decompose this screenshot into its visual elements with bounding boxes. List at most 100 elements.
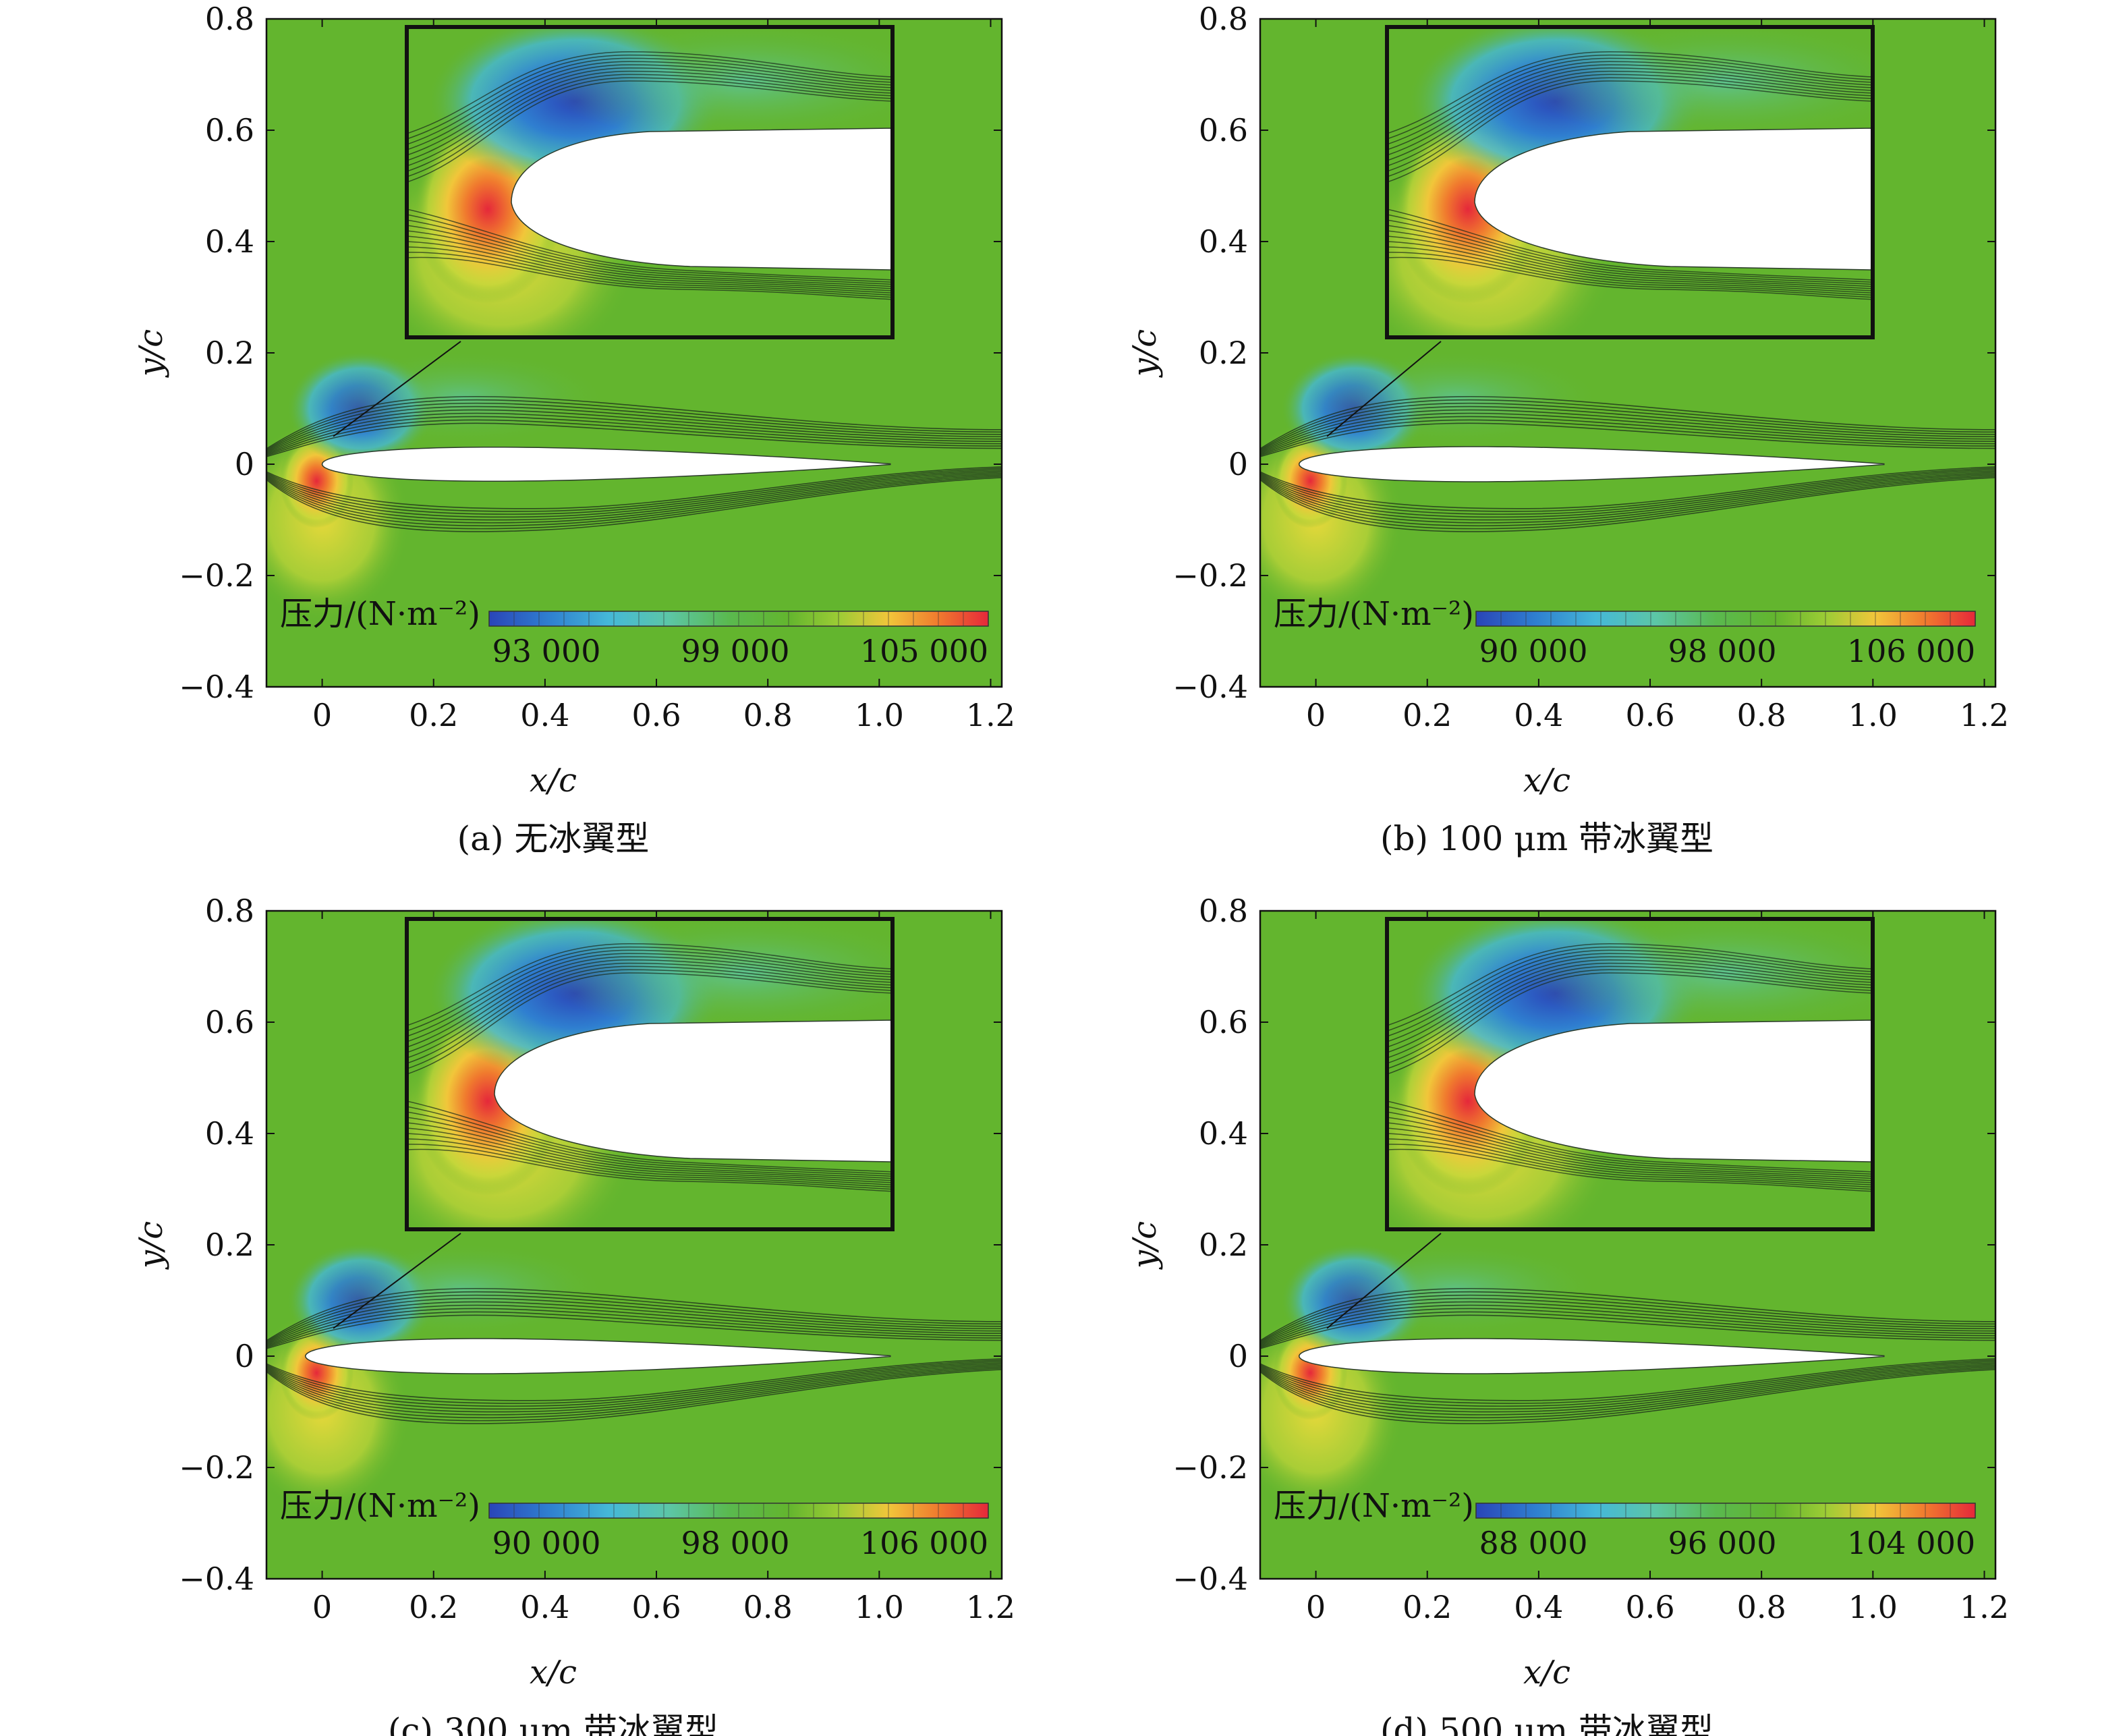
inset-streamline-upper [407,74,893,172]
y-tick-label: 0.6 [205,1004,254,1040]
inset-pointer-line [1326,341,1442,437]
streamline-upper [1260,1314,1995,1349]
inset-streamline-upper [407,64,893,156]
airfoil-shape [321,446,891,482]
inset-streamline-upper [1387,67,1873,161]
streamline-lower [1260,476,1995,530]
streamline-lower [1260,1369,1995,1424]
streamline-upper [266,1297,1002,1345]
colorbar-tick-label: 105 000 [860,633,988,669]
inset-streamline-upper [1387,969,1873,1069]
inset-streamline-lower [407,214,893,283]
inset-pointer-line [1326,1233,1442,1329]
x-tick-label: 0 [312,697,332,733]
x-tick-label: 1.2 [1960,1589,2009,1625]
panel-caption: (a) 无冰翼型 [457,819,650,858]
colorbar-label: 压力/(N·m⁻²) [280,595,480,633]
inset-streamlines [1387,51,1873,300]
inset-streamline-lower [407,1111,893,1177]
inset-streamline-upper [407,61,893,150]
colorbar-tick-label: 98 000 [681,1525,790,1561]
inset-streamline-upper [407,57,893,145]
streamline-upper [266,1304,1002,1347]
streamline-lower [1260,1364,1995,1413]
streamline-upper [1260,1304,1995,1347]
streamline-upper [1260,409,1995,453]
upper-surface-cyan [1307,1242,1604,1337]
inset-streamline-lower [1387,1127,1873,1183]
inset-frame [405,917,895,1231]
streamline-lower [266,1361,1002,1407]
airfoil-shape [304,1338,891,1374]
y-tick-label: −0.4 [1172,669,1248,705]
inset-streamline-upper [1387,54,1873,140]
streamline-lower [266,468,1002,512]
inset-streamline-upper [1387,943,1873,1026]
x-tick-label: 0.8 [743,697,793,733]
y-tick-label: 0 [1228,1338,1248,1374]
streamline-upper [266,412,1002,455]
inset-streamline-upper [407,70,893,167]
y-tick-label: −0.4 [1172,1561,1248,1597]
streamline-upper [266,1301,1002,1345]
inset-streamline-upper [407,959,893,1053]
streamline-lower [1260,474,1995,527]
streamline-upper [1260,1308,1995,1347]
x-tick-label: 1.0 [855,1589,904,1625]
y-tick-label: 0.8 [1199,1,1248,37]
y-tick-label: −0.4 [179,669,254,705]
y-axis-label: y/c [132,1221,170,1270]
inset-streamline-upper [407,77,893,177]
inset-streamline-upper [407,972,893,1075]
streamline-upper [1260,419,1995,457]
airfoil-shape [1299,446,1885,482]
colorbar-tick-label: 106 000 [860,1525,988,1561]
inset-streamline-lower [1387,1138,1873,1188]
pressure-field [266,911,1002,1579]
streamline-upper [1260,405,1995,453]
streamline-lower [266,1366,1002,1419]
inset-streamline-lower [407,1144,893,1190]
inset-streamline-upper [1387,74,1873,172]
streamline-upper [266,1291,1002,1343]
inset-streamline-upper [407,953,893,1042]
x-tick-label: 0 [1306,697,1326,733]
inset-streamline-upper [407,943,893,1026]
inset-streamline-upper [1387,70,1873,167]
streamline-upper [1260,1297,1995,1345]
x-tick-label: 0 [1306,1589,1326,1625]
y-tick-label: 0 [235,446,254,482]
inset-streamline-lower [407,1148,893,1192]
inset-streamline-upper [407,80,893,183]
streamline-upper [1260,399,1995,451]
colorbar-tick-label: 88 000 [1479,1525,1588,1561]
x-tick-label: 1.0 [1848,697,1898,733]
y-tick-label: −0.2 [1172,1449,1248,1486]
inset-streamline-lower [407,1100,893,1173]
inset-streamline-upper [407,965,893,1064]
inset-streamline-upper [1387,61,1873,150]
streamline-upper [266,1287,1002,1341]
panel-a: 压力/(N·m⁻²) 93 000 99 000 105 000 0 0.2 0.4 0.6 0… [132,1,1015,858]
streamline-lower [1260,470,1995,518]
streamline-upper [1260,1311,1995,1349]
streamline-upper [1260,1287,1995,1341]
streamline-lower [1260,1365,1995,1416]
x-tick-label: 0.2 [1402,1589,1452,1625]
streamline-lower [1260,1366,1995,1419]
streamlines [266,1287,1002,1424]
streamline-lower [266,466,1002,509]
streamline-lower [266,477,1002,532]
streamline-lower [266,1368,1002,1422]
panel-caption: (b) 100 μm 带冰翼型 [1380,819,1713,858]
zoom-inset [1385,25,1875,339]
streamlines [1260,395,1995,532]
inset-streamline-lower [407,1138,893,1188]
y-tick-label: 0.4 [205,1115,254,1152]
inset-streamline-lower [1387,246,1873,296]
inset-streamline-lower [407,235,893,291]
streamline-upper [266,416,1002,455]
x-tick-label: 0.4 [1514,697,1563,733]
x-tick-label: 0.6 [631,1589,681,1625]
